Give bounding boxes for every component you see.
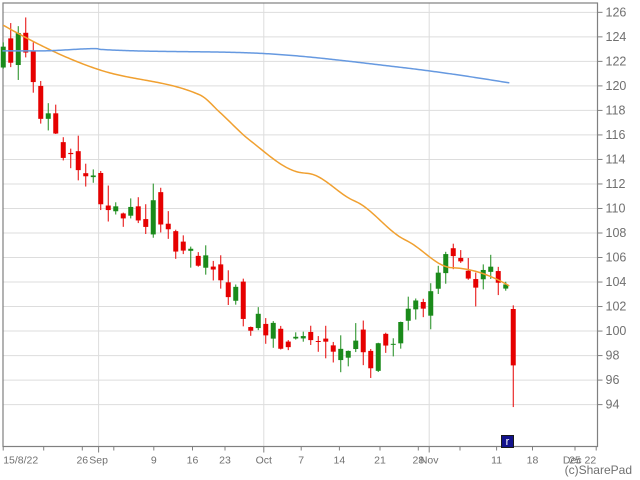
svg-text:106: 106 [606, 251, 627, 265]
svg-text:100: 100 [606, 324, 627, 338]
svg-text:126: 126 [606, 5, 627, 19]
svg-text:102: 102 [606, 300, 627, 314]
svg-text:11: 11 [491, 455, 502, 467]
svg-text:9: 9 [151, 455, 157, 467]
svg-text:7: 7 [298, 455, 304, 467]
svg-text:94: 94 [606, 398, 620, 412]
svg-text:118: 118 [606, 103, 626, 117]
svg-text:114: 114 [606, 152, 626, 166]
svg-text:14: 14 [334, 455, 346, 467]
svg-text:Oct: Oct [256, 455, 272, 467]
svg-text:Nov: Nov [420, 455, 439, 467]
svg-text:Sep: Sep [89, 455, 108, 467]
svg-text:112: 112 [606, 177, 626, 191]
svg-text:16: 16 [187, 455, 199, 467]
svg-text:104: 104 [606, 275, 627, 289]
svg-text:124: 124 [606, 30, 627, 44]
svg-text:96: 96 [606, 373, 620, 387]
svg-text:120: 120 [606, 79, 627, 93]
svg-text:98: 98 [606, 349, 620, 363]
svg-text:110: 110 [606, 201, 626, 215]
svg-text:18: 18 [527, 455, 539, 467]
svg-text:108: 108 [606, 226, 627, 240]
svg-text:15/8/22: 15/8/22 [3, 455, 38, 467]
svg-text:21: 21 [374, 455, 386, 467]
svg-text:122: 122 [606, 54, 627, 68]
svg-text:23: 23 [219, 455, 231, 467]
svg-text:26: 26 [76, 455, 88, 467]
svg-text:116: 116 [606, 128, 626, 142]
